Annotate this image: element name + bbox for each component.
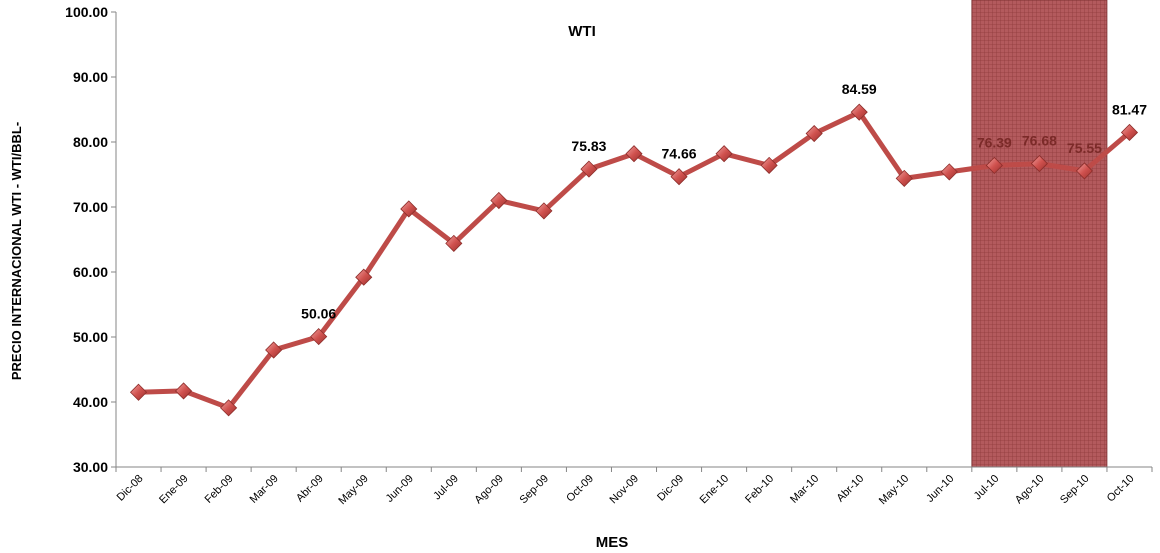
chart-title: WTI [568, 23, 596, 40]
x-tick-label: Mar-10 [788, 473, 821, 506]
x-tick-label: Jun-10 [924, 473, 956, 505]
data-label: 74.66 [662, 146, 697, 162]
data-label: 75.55 [1067, 140, 1102, 156]
y-tick-label: 40.00 [73, 394, 108, 410]
x-tick-label: Dic-09 [655, 473, 686, 504]
x-tick-label: Jun-09 [384, 473, 416, 505]
data-point-marker [355, 268, 373, 286]
data-point-marker [715, 145, 733, 163]
x-tick-label: Oct-10 [1105, 473, 1137, 505]
highlight-band-layer [971, 0, 1108, 468]
data-point-marker [174, 382, 193, 400]
y-tick-label: 70.00 [73, 199, 108, 215]
data-point-marker [535, 202, 553, 220]
y-tick-label: 80.00 [73, 134, 108, 150]
x-axis-title: MES [596, 534, 629, 551]
data-label: 81.47 [1112, 101, 1147, 117]
x-tick-label: Feb-09 [203, 473, 236, 506]
data-point-marker [265, 341, 283, 359]
series-layer [129, 103, 1139, 417]
data-point-marker [445, 234, 463, 252]
x-tick-label: May-09 [336, 473, 370, 507]
y-tick-label: 30.00 [73, 459, 108, 475]
x-tick-label: May-10 [877, 473, 911, 507]
x-tick-label: Oct-09 [564, 473, 596, 505]
data-point-marker [760, 156, 778, 174]
x-tick-label: Dic-08 [115, 473, 146, 504]
x-tick-label: Sep-09 [517, 473, 551, 507]
data-label: 84.59 [842, 81, 877, 97]
data-point-marker [310, 328, 328, 346]
data-label: 75.83 [571, 138, 606, 154]
data-point-marker [625, 145, 643, 163]
data-point-marker [490, 191, 508, 210]
y-axis-title: PRECIO INTERNACIONAL WTI - WTI/BBL- [9, 122, 24, 380]
x-tick-label: Ene-09 [157, 473, 191, 507]
data-point-marker [940, 163, 958, 181]
data-point-marker [220, 399, 238, 417]
x-tick-label: Abr-09 [294, 473, 326, 505]
x-tick-label: Ago-10 [1013, 473, 1047, 507]
x-tick-label: Ene-10 [698, 473, 732, 507]
data-label: 50.06 [301, 306, 336, 322]
x-tick-label: Sep-10 [1058, 473, 1092, 507]
data-point-marker [805, 124, 823, 143]
highlight-band [971, 0, 1108, 468]
data-point-marker [400, 200, 418, 218]
data-label: 76.39 [977, 134, 1012, 150]
data-label: 76.68 [1022, 133, 1057, 149]
x-tick-label: Nov-09 [608, 473, 642, 507]
data-point-marker [1120, 123, 1139, 142]
x-tick-label: Jul-09 [431, 473, 461, 503]
x-tick-label: Jul-10 [972, 473, 1002, 503]
data-point-marker [580, 160, 598, 178]
y-tick-label: 100.00 [65, 4, 108, 20]
data-point-marker [985, 156, 1003, 175]
data-point-marker [895, 169, 913, 187]
data-point-marker [1030, 155, 1048, 173]
x-tick-label: Ago-09 [472, 473, 506, 507]
data-point-marker [670, 168, 688, 186]
data-labels-layer: 50.06 75.83 74.66 84.59 76.39 76.68 75.55 81.47 [301, 81, 1147, 321]
x-tick-label: Mar-09 [248, 473, 281, 506]
data-point-marker [129, 383, 148, 401]
data-point-marker [1075, 162, 1094, 180]
y-tick-label: 60.00 [73, 264, 108, 280]
x-tick-label: Feb-10 [743, 473, 776, 506]
data-point-marker [850, 103, 868, 121]
x-tick-label: Abr-10 [834, 473, 866, 505]
y-tick-label: 50.00 [73, 329, 108, 345]
y-tick-label: 90.00 [73, 69, 108, 85]
